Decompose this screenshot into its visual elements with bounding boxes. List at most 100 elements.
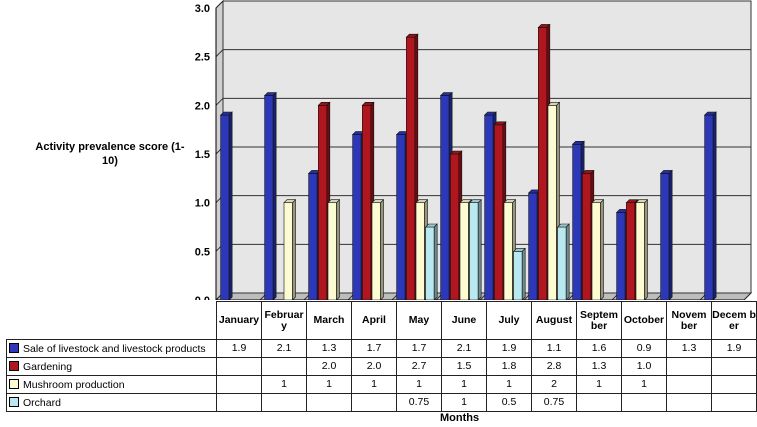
y-gridline <box>215 0 751 9</box>
legend-swatch <box>9 342 19 353</box>
data-label <box>306 393 352 412</box>
bar-sale-of-livestock-and-livestock-products <box>703 111 717 300</box>
data-label: 1.3 <box>306 339 352 358</box>
category-label: April <box>351 301 397 340</box>
data-label <box>621 393 667 412</box>
legend-swatch <box>9 378 19 389</box>
data-label: 1.9 <box>216 339 262 358</box>
bar-orchard <box>424 223 438 300</box>
data-label: 2 <box>531 375 577 394</box>
data-label <box>711 393 757 412</box>
data-label <box>666 357 712 376</box>
legend-entry: Mushroom production <box>6 375 217 394</box>
legend-entry: Orchard <box>6 393 217 412</box>
bar-orchard <box>468 198 482 300</box>
data-label: 1 <box>396 375 442 394</box>
y-tick-label: 1.0 <box>195 198 210 210</box>
y-tick-label: 0.0 <box>195 295 210 300</box>
chart-plot: 0.0 0.5 1.0 1.5 2.0 2.5 3.0 <box>195 0 753 300</box>
y-gridline <box>215 97 751 106</box>
data-label <box>216 375 262 394</box>
legend-swatch <box>9 396 19 407</box>
x-tick <box>743 292 752 300</box>
data-label: 1 <box>306 375 352 394</box>
y-tick-label: 3.0 <box>195 3 210 15</box>
bar-mushroom-production <box>283 198 297 300</box>
data-label: 1 <box>441 393 487 412</box>
category-label: January <box>216 301 262 340</box>
y-tick-label: 1.5 <box>195 149 210 161</box>
category-label: May <box>396 301 442 340</box>
data-label: 0.75 <box>531 393 577 412</box>
data-label: 1.9 <box>711 339 757 358</box>
table-row: Mushroom production 1 1 1 1 1 1 2 1 1 <box>6 375 757 394</box>
data-label: 1 <box>486 375 532 394</box>
table-row: Gardening 2.0 2.0 2.7 1.5 1.8 2.8 1.3 1.0 <box>6 357 757 376</box>
data-label <box>261 357 307 376</box>
data-label: 1.0 <box>621 357 667 376</box>
data-label <box>711 357 757 376</box>
bar-mushroom-production <box>327 198 341 300</box>
data-label: 1 <box>576 375 622 394</box>
data-table: January Februar y March April May June July Aug… <box>6 301 757 412</box>
data-label: 2.0 <box>351 357 397 376</box>
data-label: 2.7 <box>396 357 442 376</box>
y-gridline <box>215 49 751 58</box>
data-label: 1 <box>441 375 487 394</box>
data-label: 0.5 <box>486 393 532 412</box>
data-label <box>666 393 712 412</box>
category-label: March <box>306 301 352 340</box>
table-row: Sale of livestock and livestock products… <box>6 339 757 358</box>
data-label <box>261 393 307 412</box>
data-label: 2.1 <box>441 339 487 358</box>
legend-entry: Sale of livestock and livestock products <box>6 339 217 358</box>
y-axis-title: Activity prevalence score (1-10) <box>35 141 185 167</box>
bar-mushroom-production <box>635 198 649 300</box>
data-label: 1.8 <box>486 357 532 376</box>
data-label: 1 <box>261 375 307 394</box>
x-axis-title: Months <box>440 412 480 424</box>
table-row: Orchard 0.75 1 0.5 0.75 <box>6 393 757 412</box>
bar-sale-of-livestock-and-livestock-products <box>263 91 277 300</box>
category-label: Novem ber <box>666 301 712 340</box>
data-label <box>351 393 397 412</box>
data-label: 1.6 <box>576 339 622 358</box>
data-label <box>711 375 757 394</box>
legend-swatch <box>9 360 19 371</box>
y-tick-label: 2.5 <box>195 52 210 64</box>
category-label: Decem ber <box>711 301 757 340</box>
data-label: 2.0 <box>306 357 352 376</box>
data-label: 1.3 <box>576 357 622 376</box>
category-label: October <box>621 301 667 340</box>
y-tick-label: 0.5 <box>195 246 210 258</box>
data-label <box>576 393 622 412</box>
data-label: 1 <box>621 375 667 394</box>
category-label: August <box>531 301 577 340</box>
category-label: Septem ber <box>576 301 622 340</box>
bar-sale-of-livestock-and-livestock-products <box>219 111 233 300</box>
legend-entry: Gardening <box>6 357 217 376</box>
data-label: 1.3 <box>666 339 712 358</box>
data-label: 1.7 <box>351 339 397 358</box>
data-label <box>216 357 262 376</box>
data-label: 0.75 <box>396 393 442 412</box>
data-label: 2.1 <box>261 339 307 358</box>
bar-orchard <box>512 247 526 300</box>
bar-mushroom-production <box>591 198 605 300</box>
data-label: 1 <box>351 375 397 394</box>
bar-mushroom-production <box>371 198 385 300</box>
data-label <box>666 375 712 394</box>
data-label: 1.7 <box>396 339 442 358</box>
data-label <box>216 393 262 412</box>
data-label: 1.9 <box>486 339 532 358</box>
category-label: July <box>486 301 532 340</box>
category-label: Februar y <box>261 301 307 340</box>
category-label: June <box>441 301 487 340</box>
data-label: 0.9 <box>621 339 667 358</box>
y-tick-label: 2.0 <box>195 100 210 112</box>
data-label: 2.8 <box>531 357 577 376</box>
bar-orchard <box>556 223 570 300</box>
data-label: 1.1 <box>531 339 577 358</box>
data-label: 1.5 <box>441 357 487 376</box>
bar-sale-of-livestock-and-livestock-products <box>659 169 673 300</box>
